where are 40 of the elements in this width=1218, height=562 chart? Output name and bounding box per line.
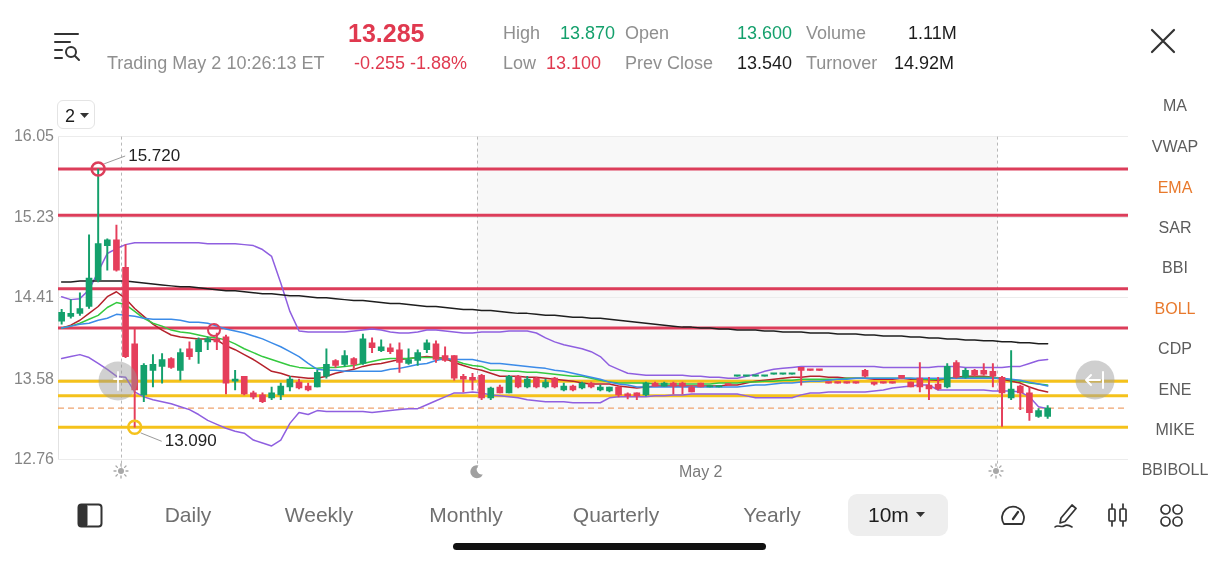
text: Monthly <box>429 502 503 528</box>
text: Weekly <box>284 502 354 528</box>
text: Quarterly <box>572 502 660 528</box>
text: BBI <box>1162 258 1188 278</box>
y-tick-label: 14.41 <box>13 288 55 306</box>
annotation: 15.720 <box>128 145 181 165</box>
x-tick-label: May 2 <box>678 462 723 480</box>
text: Volume <box>806 22 867 44</box>
text: MA <box>1163 96 1187 116</box>
text: 13.540 <box>737 52 793 74</box>
text: Open <box>625 22 670 44</box>
text: Low <box>503 52 537 74</box>
y-tick-label: 16.05 <box>13 127 55 145</box>
annotation: 13.090 <box>164 430 217 450</box>
text: BOLL <box>1154 299 1196 319</box>
dropdown-button: 10m <box>848 494 948 536</box>
text: Turnover <box>806 52 878 74</box>
text: 1.11M <box>908 22 957 44</box>
y-tick-label: 12.76 <box>13 450 55 468</box>
text: CDP <box>1158 339 1192 359</box>
text: EMA <box>1157 178 1193 198</box>
text: ENE <box>1158 380 1192 400</box>
dropdown-button: 2 <box>57 100 95 129</box>
text: Daily <box>164 502 212 528</box>
text: Yearly <box>743 502 801 528</box>
text: SAR <box>1158 218 1192 238</box>
text: BBIBOLL <box>1141 460 1209 480</box>
text: High <box>503 22 541 44</box>
y-tick-label: 13.58 <box>13 369 55 387</box>
chart-subtitle: Trading May 2 10:26:13 ET <box>107 52 325 74</box>
text: MIKE <box>1155 420 1195 440</box>
chart-title: 13.285 <box>348 18 425 48</box>
text: VWAP <box>1151 137 1199 157</box>
text: 13.870 <box>560 22 616 44</box>
text: 14.92M <box>894 52 955 74</box>
text: -0.255 -1.88% <box>354 52 468 74</box>
y-tick-label: 15.23 <box>13 207 55 225</box>
text: 13.600 <box>737 22 793 44</box>
text: 13.100 <box>546 52 602 74</box>
text: Prev Close <box>625 52 714 74</box>
